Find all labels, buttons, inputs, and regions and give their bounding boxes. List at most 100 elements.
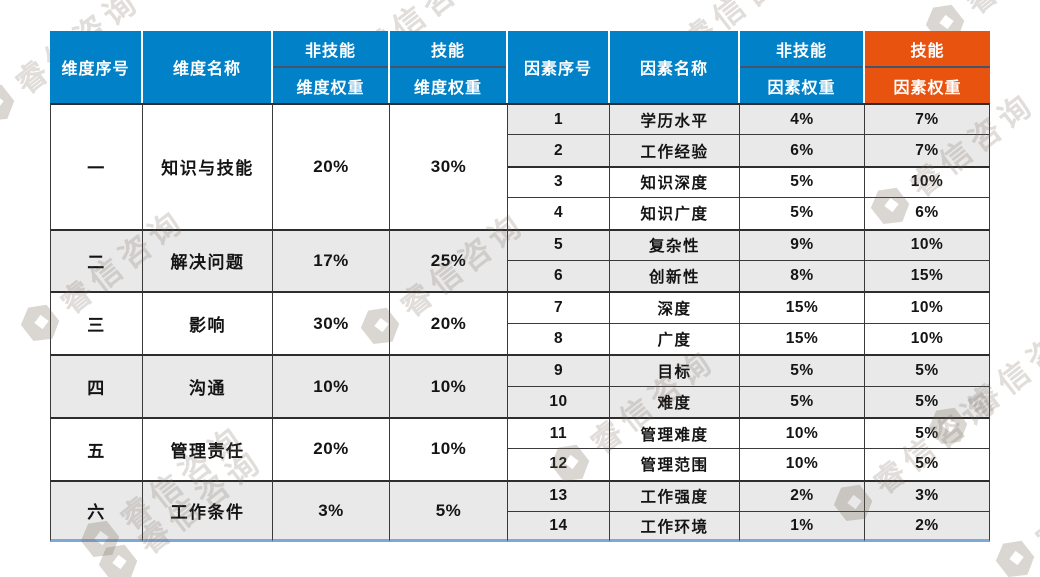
header-factor-weight-label: 因素权重 (767, 79, 836, 97)
factor-name-cell: 管理范围 (610, 448, 740, 480)
dim-skill-weight-cell: 5% (390, 479, 508, 543)
factor-skill-weight-cell: 10% (865, 291, 990, 323)
factor-nonskill-weight-cell: 4% (740, 103, 865, 135)
dim-no-cell: 一 (50, 103, 143, 229)
factor-nonskill-weight-cell: 6% (740, 134, 865, 166)
factor-skill-weight-cell: 6% (865, 197, 990, 229)
factor-name-cell: 目标 (610, 354, 740, 386)
header-skill-label: 技能 (390, 31, 506, 68)
factor-nonskill-weight-cell: 5% (740, 165, 865, 198)
ruixin-cube-logo-icon (995, 540, 1034, 577)
factor-name-cell: 广度 (610, 322, 740, 355)
header-factor-name: 因素名称 (610, 31, 740, 103)
dim-no-cell: 三 (50, 291, 143, 355)
header-nonskill-label: 非技能 (740, 31, 863, 68)
factor-name-cell: 管理难度 (610, 416, 740, 449)
watermark-text: 睿信咨询 (954, 0, 1040, 23)
header-dim-weight-label: 维度权重 (296, 79, 365, 97)
factor-no-cell: 7 (508, 291, 610, 323)
factor-nonskill-weight-cell: 9% (740, 228, 865, 260)
watermark-text: 睿信咨询 (1028, 438, 1040, 558)
dim-name-cell: 工作条件 (143, 479, 273, 543)
factor-no-cell: 1 (508, 103, 610, 135)
header-skill-dim-weight: 技能 维度权重 (390, 31, 508, 103)
header-nonskill-label: 非技能 (273, 31, 388, 68)
factor-no-cell: 5 (508, 228, 610, 260)
factor-no-cell: 6 (508, 259, 610, 292)
factor-no-cell: 8 (508, 322, 610, 355)
dim-name-cell: 管理责任 (143, 416, 273, 480)
dim-name-cell: 影响 (143, 291, 273, 355)
dim-nonskill-weight-cell: 20% (273, 103, 390, 229)
dim-nonskill-weight-cell: 17% (273, 228, 390, 292)
factor-skill-weight-cell: 10% (865, 228, 990, 260)
factor-no-cell: 4 (508, 197, 610, 229)
header-skill-label: 技能 (865, 31, 990, 68)
factor-name-cell: 工作环境 (610, 511, 740, 543)
dim-nonskill-weight-cell: 10% (273, 354, 390, 417)
factor-skill-weight-cell: 5% (865, 416, 990, 449)
factor-skill-weight-cell: 5% (865, 354, 990, 386)
factor-name-cell: 工作强度 (610, 479, 740, 512)
header-dim-no: 维度序号 (50, 31, 143, 103)
factor-name-cell: 创新性 (610, 259, 740, 292)
dim-nonskill-weight-cell: 30% (273, 291, 390, 355)
factor-nonskill-weight-cell: 10% (740, 448, 865, 480)
factor-no-cell: 11 (508, 416, 610, 449)
factor-name-cell: 难度 (610, 385, 740, 417)
factor-nonskill-weight-cell: 2% (740, 479, 865, 512)
factor-no-cell: 10 (508, 385, 610, 417)
dim-no-cell: 四 (50, 354, 143, 417)
header-factor-weight-label: 因素权重 (893, 79, 962, 97)
header-factor-no: 因素序号 (508, 31, 610, 103)
factor-nonskill-weight-cell: 1% (740, 511, 865, 543)
dim-name-cell: 沟通 (143, 354, 273, 417)
factor-no-cell: 14 (508, 511, 610, 543)
dim-nonskill-weight-cell: 20% (273, 416, 390, 480)
factor-skill-weight-cell: 5% (865, 448, 990, 480)
dim-skill-weight-cell: 10% (390, 354, 508, 417)
dim-skill-weight-cell: 10% (390, 416, 508, 480)
factor-skill-weight-cell: 3% (865, 479, 990, 512)
factor-skill-weight-cell: 5% (865, 385, 990, 417)
factor-nonskill-weight-cell: 10% (740, 416, 865, 449)
dim-skill-weight-cell: 30% (390, 103, 508, 229)
factor-name-cell: 工作经验 (610, 134, 740, 166)
factor-no-cell: 3 (508, 165, 610, 198)
job-evaluation-weights-table: 维度序号 维度名称 非技能 维度权重 技能 维度权重 因素序号 因素名称 非技能… (50, 31, 990, 543)
factor-no-cell: 9 (508, 354, 610, 386)
header-dim-name: 维度名称 (143, 31, 273, 103)
factor-skill-weight-cell: 2% (865, 511, 990, 543)
factor-nonskill-weight-cell: 5% (740, 197, 865, 229)
header-nonskill-factor-weight: 非技能 因素权重 (740, 31, 865, 103)
dim-no-cell: 六 (50, 479, 143, 543)
factor-no-cell: 2 (508, 134, 610, 166)
factor-nonskill-weight-cell: 8% (740, 259, 865, 292)
factor-no-cell: 12 (508, 448, 610, 480)
dim-no-cell: 五 (50, 416, 143, 480)
dim-name-cell: 知识与技能 (143, 103, 273, 229)
factor-name-cell: 知识深度 (610, 165, 740, 198)
factor-skill-weight-cell: 7% (865, 103, 990, 135)
factor-skill-weight-cell: 10% (865, 165, 990, 198)
ruixin-cube-logo-icon (0, 84, 14, 121)
factor-name-cell: 学历水平 (610, 103, 740, 135)
factor-nonskill-weight-cell: 15% (740, 322, 865, 355)
header-dim-weight-label: 维度权重 (413, 79, 482, 97)
factor-no-cell: 13 (508, 479, 610, 512)
factor-nonskill-weight-cell: 5% (740, 354, 865, 386)
watermark-unit: 睿信咨询 (986, 432, 1040, 577)
header-nonskill-dim-weight: 非技能 维度权重 (273, 31, 390, 103)
factor-skill-weight-cell: 7% (865, 134, 990, 166)
dim-skill-weight-cell: 20% (390, 291, 508, 355)
factor-name-cell: 复杂性 (610, 228, 740, 260)
factor-skill-weight-cell: 10% (865, 322, 990, 355)
factor-nonskill-weight-cell: 15% (740, 291, 865, 323)
header-skill-factor-weight: 技能 因素权重 (865, 31, 990, 103)
dim-name-cell: 解决问题 (143, 228, 273, 292)
dim-nonskill-weight-cell: 3% (273, 479, 390, 543)
factor-name-cell: 知识广度 (610, 197, 740, 229)
dim-no-cell: 二 (50, 228, 143, 292)
dim-skill-weight-cell: 25% (390, 228, 508, 292)
